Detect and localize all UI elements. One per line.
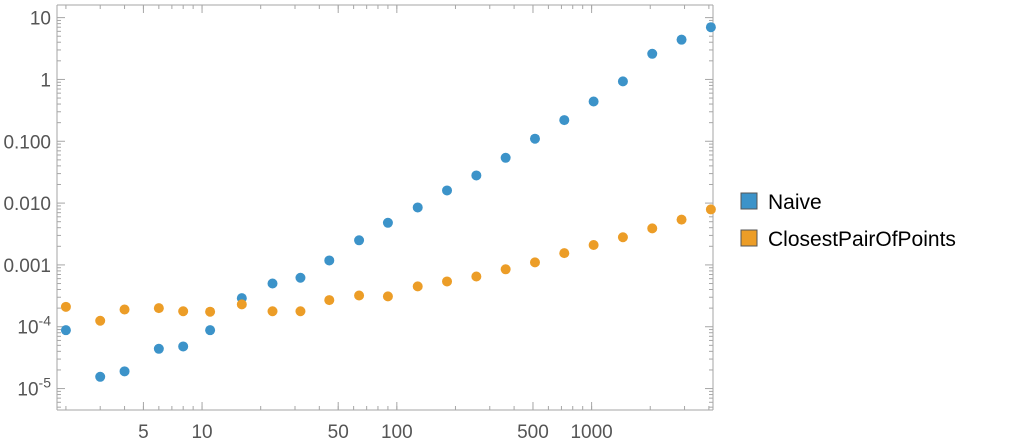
data-point [178,306,189,317]
legend: Naive ClosestPairOfPoints [740,191,956,251]
data-point [676,214,687,225]
y-tick-label: 10 [30,9,51,30]
x-tick-label: 5 [138,422,149,442]
data-point [178,341,189,352]
y-tick-label: 0.001 [3,256,51,277]
data-point [354,235,365,246]
data-point [529,133,540,144]
data-point [559,248,570,259]
data-point [295,272,306,283]
data-point [324,255,335,266]
data-point [236,299,247,310]
data-point [382,291,393,302]
data-point [60,325,71,336]
x-tick-label: 1000 [570,422,612,442]
data-point [324,295,335,306]
data-point [354,290,365,301]
data-point [267,306,278,317]
data-point [95,371,106,382]
data-point [500,264,511,275]
data-point [588,96,599,107]
x-tick-label: 500 [517,422,549,442]
series-closestpairofpoints [60,204,716,326]
data-point [60,301,71,312]
data-point [471,271,482,282]
data-point [295,306,306,317]
data-point [500,152,511,163]
plot-axes: 10-5 10-4 0.001 0.010 0.100 1 10 5 10 50 100 500 100… [3,4,714,442]
data-point [442,185,453,196]
data-point [471,170,482,181]
data-point [205,306,216,317]
data-point [442,276,453,287]
data-point [559,115,570,126]
legend-label: Naive [768,191,822,214]
data-point [119,304,130,315]
data-point [267,278,278,289]
series-naive [60,22,716,382]
y-tick-label: 0.010 [3,194,51,215]
y-tick-label: 10-5 [17,375,51,401]
legend-swatch [740,192,758,210]
data-point [412,202,423,213]
data-point [647,48,658,59]
legend-swatch [740,229,758,247]
x-tick-label: 10 [191,422,212,442]
data-point [153,343,164,354]
y-tick-label: 10-4 [17,313,51,339]
data-point [705,204,716,215]
data-point [382,217,393,228]
x-tick-label: 100 [381,422,413,442]
data-point [412,281,423,292]
data-point [617,232,628,243]
legend-label: ClosestPairOfPoints [768,228,956,251]
data-point [588,239,599,250]
data-point [705,22,716,33]
data-point [95,315,106,326]
data-point [529,257,540,268]
y-tick-label: 1 [40,70,51,91]
data-point [617,76,628,87]
data-points [60,22,716,382]
data-point [676,34,687,45]
x-tick-label: 50 [328,422,349,442]
data-point [647,223,658,234]
data-point [153,303,164,314]
data-point [119,366,130,377]
y-tick-label: 0.100 [3,132,51,153]
data-point [205,325,216,336]
